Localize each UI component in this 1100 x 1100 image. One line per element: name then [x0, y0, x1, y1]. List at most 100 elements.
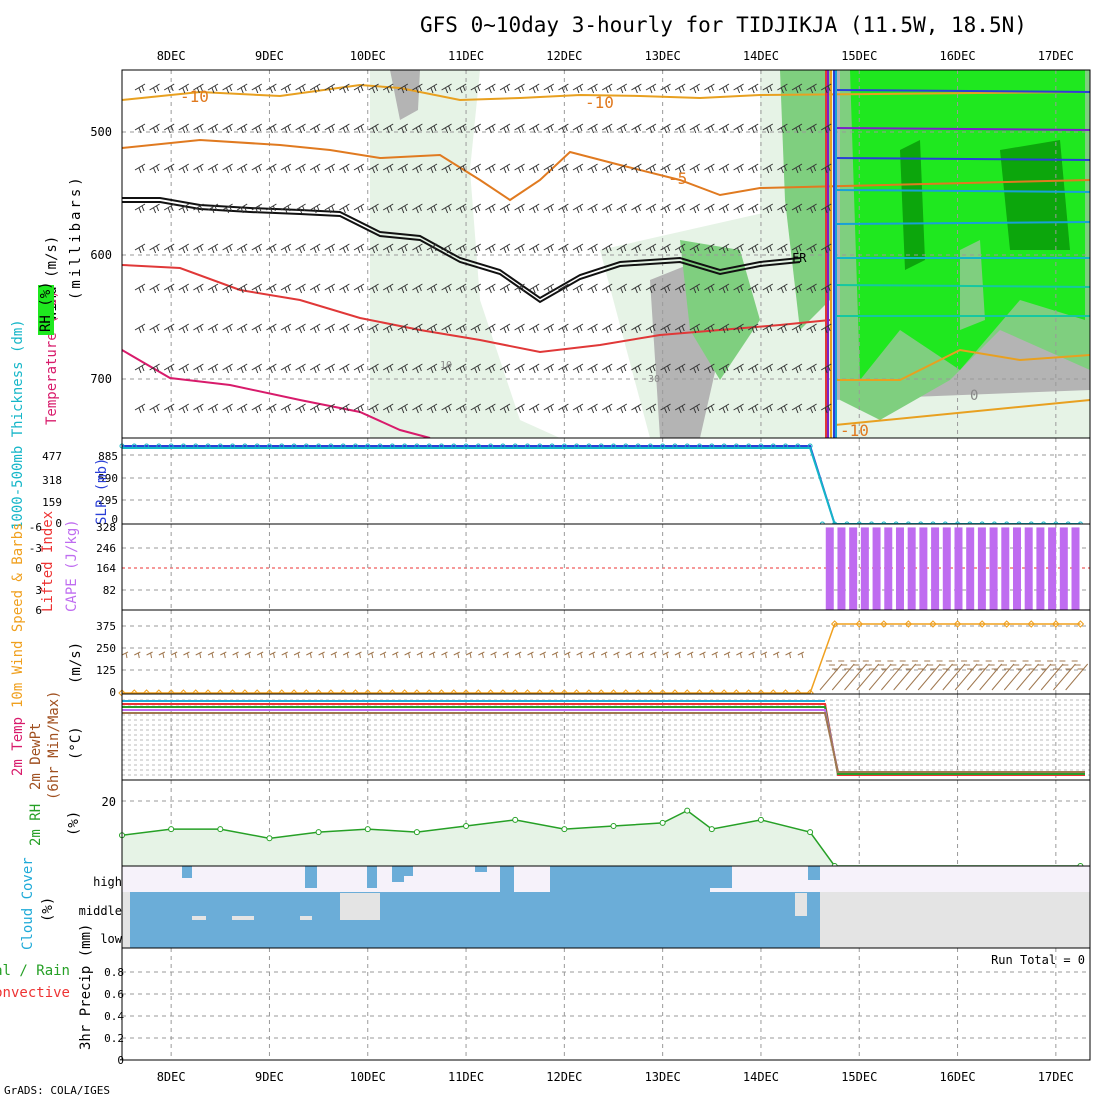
wind-barb: [309, 323, 321, 334]
slp-marker: [291, 443, 297, 449]
wind-barb: [236, 323, 248, 334]
wind-barb: [806, 403, 817, 414]
wind-barb: [368, 243, 379, 254]
wind-barb: [256, 651, 264, 659]
wind-barb: [930, 660, 953, 691]
wind-barb: [777, 163, 788, 174]
wind-barb: [777, 323, 788, 334]
wind-barb: [397, 243, 409, 254]
wind-barb: [499, 403, 511, 414]
wind-barb: [966, 660, 990, 691]
wind-barb: [777, 83, 788, 94]
wind-barb: [689, 243, 701, 254]
wind-barb: [353, 123, 365, 134]
cloud-level-low: low: [100, 932, 122, 946]
slp-marker: [746, 443, 752, 449]
slp-marker: [451, 443, 457, 449]
wind-barb: [733, 83, 744, 94]
wind-barb: [441, 123, 452, 134]
rh2m-marker: [217, 826, 224, 833]
wind-barb: [625, 651, 633, 659]
wind-barb: [368, 163, 379, 174]
wind-barb: [613, 651, 620, 659]
rh2m-marker: [757, 816, 764, 823]
day-label-top: 15DEC: [841, 49, 877, 63]
wind-barb: [134, 123, 146, 134]
wind-barb: [806, 323, 817, 334]
wind-barb: [806, 363, 817, 374]
wind-barb: [650, 651, 657, 659]
li-tick: -3: [29, 542, 42, 555]
wind-barb: [222, 203, 233, 214]
wind-barb: [601, 243, 613, 254]
wind-barb: [149, 83, 160, 94]
slp-marker: [721, 443, 727, 449]
wind-barb: [558, 123, 569, 134]
wind-barb: [368, 363, 379, 374]
wind-marker: [929, 620, 937, 628]
wind-barb: [236, 83, 248, 94]
wind-barb: [674, 651, 682, 659]
wind-barb: [470, 123, 482, 134]
wind-barb: [704, 363, 715, 374]
wind-barb: [587, 203, 598, 214]
wind-barb: [207, 203, 219, 214]
wind-barb: [470, 163, 482, 174]
wind-barb: [979, 660, 1003, 691]
wind-barb: [777, 363, 788, 374]
wind-barb: [220, 651, 227, 659]
slp-marker: [463, 443, 469, 449]
wind-barb: [844, 660, 867, 691]
wind-barb: [762, 163, 774, 174]
slp-marker: [168, 443, 174, 449]
wind-barb: [616, 243, 628, 254]
wind-barb: [134, 83, 146, 94]
wind-barb: [674, 403, 686, 414]
wind-barb: [324, 123, 336, 134]
wind-barb: [777, 243, 788, 254]
wind-barb: [207, 123, 219, 134]
rh2m-marker: [315, 829, 322, 836]
rh-shading: [370, 70, 1090, 438]
wind-barb: [455, 243, 467, 254]
wind-barb: [689, 123, 701, 134]
wind-barb: [747, 83, 759, 94]
pressure-panel: 477 318 159 0 885 590 295 0 1000-500mb T…: [10, 319, 1091, 530]
slp-marker: [770, 443, 776, 449]
wind-barb: [280, 163, 292, 174]
wind-barb: [149, 323, 160, 334]
wind-speed-series: [122, 623, 1081, 694]
contour-label: 30: [648, 374, 660, 385]
slp-marker: [733, 443, 739, 449]
cape-bars: [825, 527, 1080, 610]
wind-barb: [572, 83, 584, 94]
wind-barb: [514, 243, 525, 254]
contour-label: FR: [792, 251, 807, 265]
wind-barb: [588, 651, 596, 659]
wind-barb: [660, 163, 671, 174]
slp-markers: [119, 443, 1083, 527]
wind-barb: [339, 83, 350, 94]
wind-barb: [149, 363, 160, 374]
wind-barb: [704, 403, 715, 414]
day-label-bottom: 11DEC: [448, 1070, 484, 1084]
wind-barb: [330, 651, 338, 659]
wind-barb: [572, 283, 584, 294]
wind-barb: [324, 203, 336, 214]
wind-barb: [645, 283, 657, 294]
wind-barb: [631, 163, 642, 174]
minmax-ylabel: (6hr Min/Max): [46, 690, 62, 800]
cape-tick: 82: [103, 584, 116, 597]
wind-barb: [193, 203, 204, 214]
wind-barb: [412, 123, 423, 134]
wind-barb: [733, 363, 744, 374]
wind-barb: [266, 123, 277, 134]
rh2m-series: [121, 809, 1081, 867]
wind-barb: [280, 83, 292, 94]
wind-barb: [309, 243, 321, 254]
day-label-bottom: 15DEC: [841, 1070, 877, 1084]
wind-barb: [397, 323, 409, 334]
wind-barb: [441, 203, 452, 214]
slp-marker: [242, 443, 248, 449]
day-labels-top: 8DEC 9DEC 10DEC 11DEC 12DEC 13DEC 14DEC 15DEC 16…: [157, 49, 1074, 63]
